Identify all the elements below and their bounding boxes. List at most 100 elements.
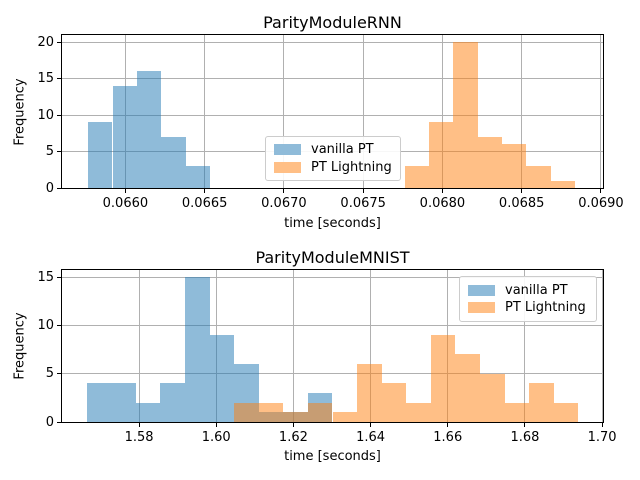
legend-swatch-orange bbox=[468, 302, 495, 314]
x-tick-label: 1.66 bbox=[433, 430, 463, 445]
x-tick-label: 0.0675 bbox=[340, 196, 386, 211]
bar-pt-lightning bbox=[553, 402, 579, 422]
y-tick-label: 15 bbox=[37, 269, 54, 285]
grid-line-vertical bbox=[370, 270, 372, 422]
bar-pt-lightning bbox=[307, 402, 333, 422]
chart-title: ParityModuleMNIST bbox=[255, 248, 410, 267]
grid-line-vertical bbox=[601, 270, 603, 422]
bar-pt-lightning bbox=[357, 364, 382, 422]
legend-item-pt-lightning: PT Lightning bbox=[468, 300, 588, 315]
bar-pt-lightning bbox=[430, 335, 456, 422]
x-tick-label: 0.0665 bbox=[181, 196, 228, 211]
grid-line-horizontal bbox=[62, 276, 603, 278]
axis-spine-right bbox=[603, 269, 604, 423]
grid-line-vertical bbox=[292, 270, 294, 422]
y-tick bbox=[57, 114, 61, 116]
y-tick bbox=[57, 421, 61, 423]
bar-vanilla-pt bbox=[135, 402, 161, 422]
bar-pt-lightning bbox=[429, 122, 454, 188]
bar-vanilla-pt bbox=[86, 383, 112, 422]
bar-vanilla-pt bbox=[161, 137, 186, 188]
grid-line-vertical bbox=[138, 270, 140, 422]
x-axis-label: time [seconds] bbox=[284, 449, 381, 464]
bar-pt-lightning bbox=[550, 180, 576, 188]
grid-line-horizontal bbox=[62, 78, 603, 80]
axis-spine-left bbox=[61, 34, 62, 189]
grid-line-vertical bbox=[362, 35, 364, 188]
bar-vanilla-pt bbox=[136, 71, 162, 188]
legend: vanilla PT PT Lightning bbox=[265, 136, 401, 181]
y-tick-label: 5 bbox=[45, 144, 54, 160]
bar-pt-lightning bbox=[526, 166, 551, 188]
y-tick bbox=[57, 324, 61, 326]
x-tick-label: 1.68 bbox=[510, 430, 540, 445]
legend-label: PT Lightning bbox=[311, 159, 392, 175]
bar-pt-lightning bbox=[283, 412, 308, 422]
x-tick bbox=[283, 189, 285, 193]
x-tick-label: 1.64 bbox=[356, 430, 386, 445]
legend-label: vanilla PT bbox=[505, 282, 568, 298]
axis-spine-top bbox=[61, 34, 604, 35]
bar-pt-lightning bbox=[453, 42, 478, 188]
bar-vanilla-pt bbox=[112, 86, 137, 188]
bar-vanilla-pt bbox=[184, 277, 210, 422]
x-tick-label: 1.70 bbox=[587, 430, 617, 445]
bar-pt-lightning bbox=[477, 137, 503, 188]
legend-item-vanilla-pt: vanilla PT bbox=[274, 142, 392, 157]
grid-line-horizontal bbox=[62, 114, 603, 116]
y-tick-label: 0 bbox=[45, 414, 54, 430]
grid-line-horizontal bbox=[62, 41, 603, 43]
x-tick bbox=[370, 423, 372, 427]
y-tick bbox=[57, 151, 61, 153]
axis-spine-right bbox=[603, 34, 604, 189]
bar-pt-lightning bbox=[258, 402, 284, 422]
legend-label: PT Lightning bbox=[505, 300, 586, 316]
x-tick-label: 0.0670 bbox=[261, 196, 307, 211]
grid-line-vertical bbox=[204, 35, 206, 188]
bar-pt-lightning bbox=[381, 383, 407, 422]
bar-pt-lightning bbox=[480, 373, 505, 422]
x-tick-label: 0.0660 bbox=[102, 196, 149, 211]
legend-label: vanilla PT bbox=[311, 142, 374, 158]
axis-spine-bottom bbox=[61, 188, 604, 189]
x-tick-label: 0.0680 bbox=[419, 196, 466, 211]
legend-swatch-blue bbox=[274, 144, 301, 156]
x-tick bbox=[447, 423, 449, 427]
x-tick-label: 1.62 bbox=[278, 430, 308, 445]
grid-line-vertical bbox=[441, 35, 443, 188]
grid-line-vertical bbox=[521, 35, 523, 188]
x-axis-label: time [seconds] bbox=[284, 216, 381, 231]
bar-vanilla-pt bbox=[88, 122, 113, 188]
bar-pt-lightning bbox=[404, 166, 429, 188]
bar-pt-lightning bbox=[504, 402, 530, 422]
x-tick-label: 0.0690 bbox=[578, 196, 624, 211]
y-tick bbox=[57, 187, 61, 189]
x-tick bbox=[215, 423, 217, 427]
y-tick-label: 10 bbox=[37, 107, 54, 123]
y-tick-label: 20 bbox=[37, 34, 54, 50]
y-tick bbox=[57, 373, 61, 375]
y-tick-label: 10 bbox=[37, 317, 54, 333]
bar-pt-lightning bbox=[332, 412, 358, 422]
y-tick bbox=[57, 276, 61, 278]
bar-vanilla-pt bbox=[160, 383, 185, 422]
axis-spine-left bbox=[61, 269, 62, 423]
legend-swatch-blue bbox=[468, 284, 495, 296]
bar-pt-lightning bbox=[529, 383, 554, 422]
legend-swatch-orange bbox=[274, 161, 301, 173]
legend-item-vanilla-pt: vanilla PT bbox=[468, 283, 588, 298]
x-tick bbox=[138, 423, 140, 427]
bar-pt-lightning bbox=[406, 402, 431, 422]
bar-vanilla-pt bbox=[111, 383, 136, 422]
y-tick-label: 5 bbox=[45, 366, 54, 382]
bar-vanilla-pt bbox=[209, 335, 235, 422]
x-tick bbox=[600, 189, 602, 193]
axis-spine-bottom bbox=[61, 422, 604, 423]
bar-pt-lightning bbox=[455, 354, 481, 422]
x-tick bbox=[521, 189, 523, 193]
y-tick bbox=[57, 78, 61, 80]
grid-line-vertical bbox=[600, 35, 602, 188]
x-tick bbox=[524, 423, 526, 427]
